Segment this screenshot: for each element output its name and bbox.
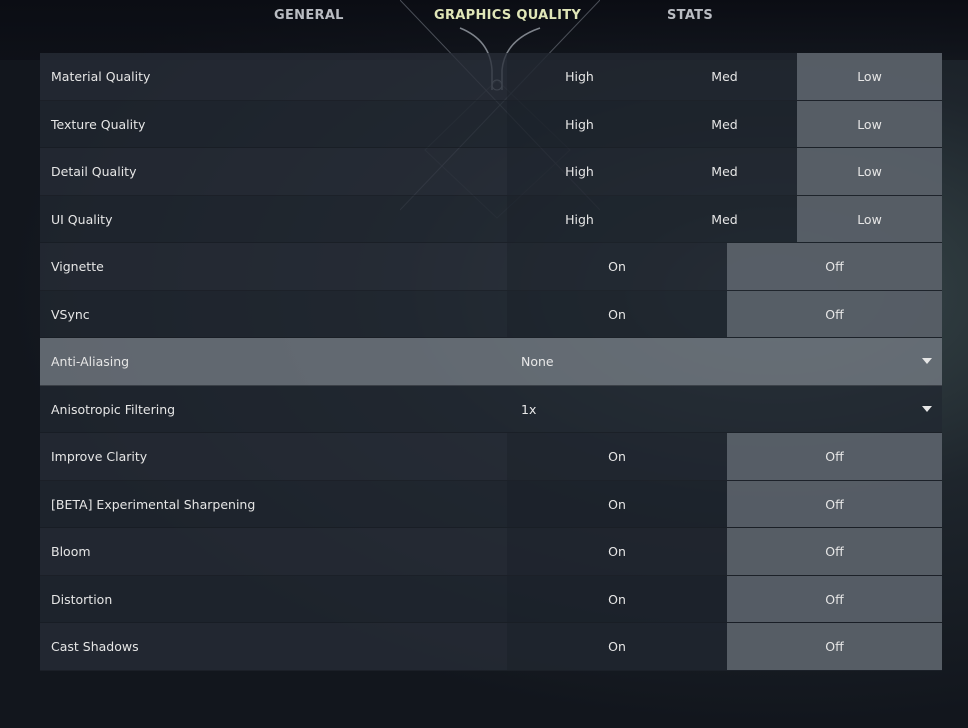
option-off[interactable]: Off	[727, 433, 942, 480]
setting-row: Improve Clarity On Off	[40, 433, 942, 481]
setting-label: Anisotropic Filtering	[51, 401, 176, 417]
option-high[interactable]: High	[507, 53, 652, 100]
option-high[interactable]: High	[507, 195, 652, 242]
option-off[interactable]: Off	[727, 623, 942, 670]
setting-row: Bloom On Off	[40, 528, 942, 576]
setting-label: Improve Clarity	[51, 449, 148, 464]
option-off[interactable]: Off	[727, 480, 942, 527]
option-on[interactable]: On	[507, 575, 727, 622]
setting-row: [BETA] Experimental Sharpening On Off	[40, 480, 942, 528]
setting-label: Bloom	[51, 544, 91, 559]
setting-row: Material Quality High Med Low	[40, 53, 942, 101]
option-on[interactable]: On	[507, 623, 727, 670]
setting-row: Detail Quality High Med Low	[40, 148, 942, 196]
dropdown-value: None	[521, 354, 554, 369]
setting-row: VSync On Off	[40, 290, 942, 338]
tab-stats[interactable]: STATS	[667, 8, 714, 23]
option-high[interactable]: High	[507, 100, 652, 147]
option-on[interactable]: On	[507, 480, 727, 527]
setting-label: Material Quality	[51, 69, 151, 84]
option-low[interactable]: Low	[797, 53, 942, 100]
option-off[interactable]: Off	[727, 575, 942, 622]
setting-dropdown[interactable]: None	[507, 338, 942, 385]
setting-label: Distortion	[51, 591, 113, 607]
option-high[interactable]: High	[507, 148, 652, 195]
setting-row: Vignette On Off	[40, 243, 942, 291]
option-off[interactable]: Off	[727, 290, 942, 337]
chevron-down-icon	[922, 405, 932, 412]
option-on[interactable]: On	[507, 243, 727, 290]
option-med[interactable]: Med	[652, 195, 797, 242]
setting-row: Texture Quality High Med Low	[40, 100, 942, 148]
option-low[interactable]: Low	[797, 195, 942, 242]
setting-row: Anisotropic Filtering 1x	[40, 385, 942, 433]
tab-bar: GENERAL GRAPHICS QUALITY STATS	[0, 0, 968, 34]
tab-graphics-quality[interactable]: GRAPHICS QUALITY	[434, 8, 582, 23]
option-med[interactable]: Med	[652, 53, 797, 100]
setting-label: Detail Quality	[51, 164, 137, 179]
chevron-down-icon	[922, 358, 932, 364]
option-on[interactable]: On	[507, 290, 727, 337]
tab-general[interactable]: GENERAL	[274, 8, 344, 23]
option-off[interactable]: Off	[727, 528, 942, 575]
option-low[interactable]: Low	[797, 148, 942, 195]
setting-label: VSync	[51, 306, 90, 322]
option-med[interactable]: Med	[652, 148, 797, 195]
setting-label: Texture Quality	[51, 116, 146, 132]
setting-label: Cast Shadows	[51, 639, 139, 654]
option-low[interactable]: Low	[797, 100, 942, 147]
setting-row: Distortion On Off	[40, 575, 942, 623]
option-off[interactable]: Off	[727, 243, 942, 290]
option-on[interactable]: On	[507, 528, 727, 575]
settings-list: Material Quality High Med Low Texture Qualit…	[40, 53, 942, 671]
setting-label: [BETA] Experimental Sharpening	[51, 496, 256, 512]
dropdown-value: 1x	[521, 401, 537, 417]
setting-dropdown[interactable]: 1x	[507, 386, 942, 433]
setting-label: Vignette	[51, 259, 104, 274]
setting-label: UI Quality	[51, 211, 113, 227]
setting-row: Cast Shadows On Off	[40, 623, 942, 671]
setting-label: Anti-Aliasing	[51, 354, 130, 369]
option-med[interactable]: Med	[652, 100, 797, 147]
setting-row: Anti-Aliasing None	[40, 338, 942, 386]
option-on[interactable]: On	[507, 433, 727, 480]
setting-row: UI Quality High Med Low	[40, 195, 942, 243]
